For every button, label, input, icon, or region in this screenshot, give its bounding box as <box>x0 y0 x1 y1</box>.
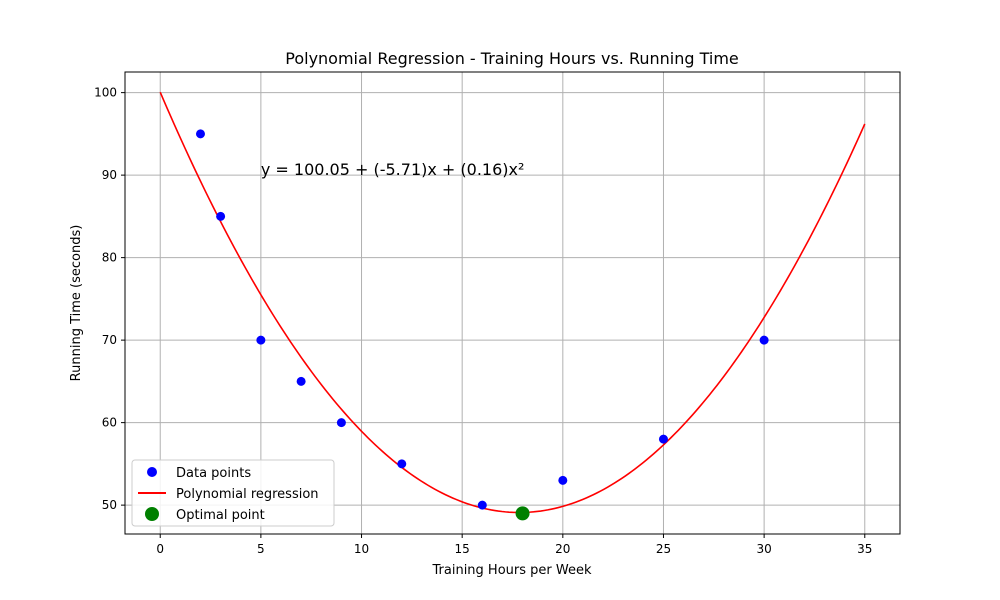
legend-marker-optimal <box>145 507 159 521</box>
data-point <box>296 376 306 386</box>
x-tick-label: 15 <box>455 542 470 556</box>
data-point <box>336 418 346 428</box>
equation-annotation: y = 100.05 + (-5.71)x + (0.16)x² <box>261 160 525 179</box>
legend-label-regression: Polynomial regression <box>176 487 319 502</box>
y-tick-label: 60 <box>102 416 117 430</box>
y-tick-label: 100 <box>94 86 117 100</box>
x-axis-label: Training Hours per Week <box>432 563 592 578</box>
chart-title: Polynomial Regression - Training Hours v… <box>285 49 739 68</box>
x-tick-label: 5 <box>257 542 265 556</box>
x-tick-label: 0 <box>156 542 164 556</box>
optimal-point <box>515 506 530 521</box>
data-point <box>759 335 769 345</box>
data-points-layer <box>195 129 769 521</box>
y-tick-label: 70 <box>102 333 117 347</box>
y-tick-label: 90 <box>102 168 117 182</box>
y-axis-label: Running Time (seconds) <box>69 225 84 382</box>
data-point <box>195 129 205 139</box>
plot-frame <box>124 71 901 535</box>
x-tick-label: 20 <box>555 542 570 556</box>
legend-label-data-points: Data points <box>176 466 251 481</box>
x-tick-label: 25 <box>656 542 671 556</box>
data-point <box>397 459 407 469</box>
x-tick-label: 35 <box>857 542 872 556</box>
data-point <box>558 475 568 485</box>
legend-label-optimal: Optimal point <box>176 508 265 523</box>
regression-curve-layer <box>159 91 866 514</box>
legend: Data points Polynomial regression Optima… <box>131 459 335 527</box>
y-axis-ticks: 50 60 70 80 90 100 <box>94 86 125 512</box>
data-point <box>256 335 266 345</box>
y-tick-label: 80 <box>102 251 117 265</box>
x-tick-label: 30 <box>756 542 771 556</box>
legend-box <box>131 459 335 527</box>
regression-curve <box>159 91 866 514</box>
data-point <box>477 500 487 510</box>
data-point <box>216 211 226 221</box>
legend-marker-data-points <box>147 467 157 477</box>
y-tick-label: 50 <box>102 498 117 512</box>
x-axis-ticks: 0 5 10 15 20 25 30 35 <box>156 534 872 556</box>
x-tick-label: 10 <box>354 542 369 556</box>
data-point <box>658 434 668 444</box>
